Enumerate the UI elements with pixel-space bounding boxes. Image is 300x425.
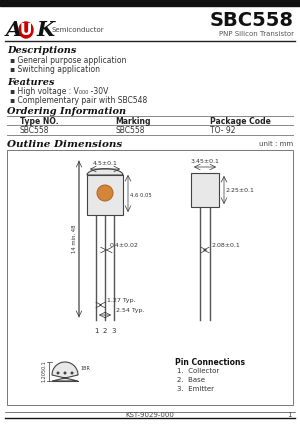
Text: Features: Features [7, 77, 55, 87]
Bar [0, 0, 300, 6]
Text: 14 min. 48: 14 min. 48 [72, 225, 77, 253]
Polygon shape [52, 362, 78, 381]
Text: 2.  Base: 2. Base [177, 377, 205, 383]
Text: Semiconductor: Semiconductor [52, 27, 105, 33]
Text: 2.08±0.1: 2.08±0.1 [212, 243, 241, 248]
Text: SBC558: SBC558 [115, 125, 145, 134]
Text: 3.  Emitter: 3. Emitter [177, 386, 214, 392]
Circle shape [97, 185, 113, 201]
Text: 1: 1 [94, 328, 98, 334]
Circle shape [64, 371, 67, 374]
Ellipse shape [19, 22, 33, 38]
Text: 2: 2 [103, 328, 107, 334]
Text: 2.25±0.1: 2.25±0.1 [226, 187, 255, 193]
Text: 1: 1 [287, 412, 292, 418]
Text: ▪ Switching application: ▪ Switching application [10, 65, 100, 74]
Text: KST-9029-000: KST-9029-000 [126, 412, 174, 418]
Text: 3.45±0.1: 3.45±0.1 [190, 159, 219, 164]
Text: 4.6 0.05: 4.6 0.05 [130, 193, 152, 198]
Text: K: K [36, 20, 54, 40]
Text: 3: 3 [112, 328, 116, 334]
Text: ▪ General purpose application: ▪ General purpose application [10, 56, 126, 65]
Text: 4.5±0.1: 4.5±0.1 [93, 161, 117, 166]
Text: Pin Connections: Pin Connections [175, 358, 245, 367]
Text: Type NO.: Type NO. [20, 116, 58, 125]
Text: PNP Silicon Transistor: PNP Silicon Transistor [219, 31, 294, 37]
Text: A: A [6, 20, 22, 40]
Text: 2.54 Typ.: 2.54 Typ. [116, 308, 145, 313]
Text: Descriptions: Descriptions [7, 45, 77, 54]
Text: ▪ Complementary pair with SBC548: ▪ Complementary pair with SBC548 [10, 96, 147, 105]
Circle shape [56, 371, 59, 374]
Text: 1.  Collector: 1. Collector [177, 368, 219, 374]
Bar [87, 175, 123, 215]
Bar [191, 173, 219, 207]
Circle shape [70, 371, 74, 374]
Text: Outline Dimensions: Outline Dimensions [7, 139, 122, 148]
Text: U: U [20, 23, 32, 37]
Text: unit : mm: unit : mm [259, 141, 293, 147]
Bar [7, 150, 293, 405]
Text: 1.2050.1: 1.2050.1 [41, 361, 46, 382]
Text: SBC558: SBC558 [210, 11, 294, 29]
Text: TO- 92: TO- 92 [210, 125, 236, 134]
Text: 1BR: 1BR [80, 366, 90, 371]
Text: Marking: Marking [115, 116, 151, 125]
Polygon shape [87, 169, 123, 175]
Text: 1.27 Typ.: 1.27 Typ. [107, 298, 136, 303]
Text: Package Code: Package Code [210, 116, 271, 125]
Text: ▪ High voltage : V₀₀₀ -30V: ▪ High voltage : V₀₀₀ -30V [10, 87, 108, 96]
Text: SBC558: SBC558 [20, 125, 50, 134]
Text: Ordering Information: Ordering Information [7, 107, 126, 116]
Text: 0.4±0.02: 0.4±0.02 [110, 243, 139, 248]
